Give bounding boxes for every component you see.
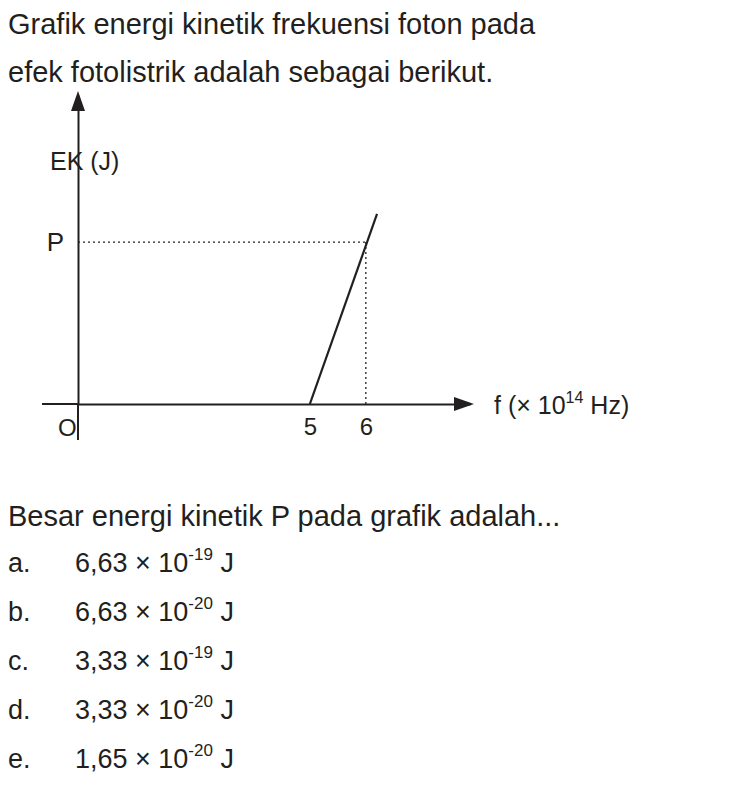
x-axis-extension bbox=[42, 403, 78, 405]
x-axis-title-unit: Hz) bbox=[583, 391, 629, 419]
data-line bbox=[310, 214, 377, 404]
option-value: 6,63 × 10 bbox=[75, 548, 188, 578]
page: Grafik energi kinetik frekuensi foton pa… bbox=[0, 0, 746, 796]
option-text: 1,65 × 10-20 J bbox=[75, 741, 234, 774]
option-unit: J bbox=[213, 744, 234, 774]
option-unit: J bbox=[213, 548, 234, 578]
option-text: 3,33 × 10-19 J bbox=[75, 643, 234, 676]
option-exponent: -19 bbox=[188, 545, 213, 564]
option-unit: J bbox=[213, 695, 234, 725]
plot-area bbox=[310, 214, 377, 404]
x-tick-label: 6 bbox=[360, 413, 373, 440]
prompt: Besar energi kinetik P pada grafik adala… bbox=[8, 500, 560, 532]
guide-vertical bbox=[365, 242, 366, 404]
x-tick: 6 bbox=[360, 404, 373, 440]
x-axis: 56 bbox=[79, 404, 471, 440]
option-letter: b. bbox=[8, 597, 31, 627]
guide-horizontal bbox=[78, 241, 366, 242]
y-arrow bbox=[71, 91, 85, 111]
intro-line: Grafik energi kinetik frekuensi foton pa… bbox=[8, 8, 536, 40]
option-letter: e. bbox=[8, 744, 31, 774]
option-text: 3,33 × 10-20 J bbox=[75, 692, 234, 725]
option-exponent: -20 bbox=[188, 741, 213, 760]
option-exponent: -20 bbox=[188, 692, 213, 711]
option-value: 3,33 × 10 bbox=[75, 695, 188, 725]
x-tick: 5 bbox=[304, 404, 317, 440]
option-letter: c. bbox=[8, 646, 29, 676]
option-unit: J bbox=[213, 597, 234, 627]
option-letter: a. bbox=[8, 548, 31, 578]
y-axis-title: EK (J) bbox=[50, 147, 119, 175]
y-tick: P bbox=[47, 227, 78, 257]
option-value: 3,33 × 10 bbox=[75, 646, 188, 676]
option-value: 1,65 × 10 bbox=[75, 744, 188, 774]
option-unit: J bbox=[213, 646, 234, 676]
option-value: 6,63 × 10 bbox=[75, 597, 188, 627]
x-arrow bbox=[454, 397, 474, 411]
x-axis-title-exponent: 14 bbox=[566, 389, 584, 406]
y-axis-line bbox=[78, 96, 80, 405]
x-axis-title-text: f (× 10 bbox=[494, 391, 566, 419]
y-tick-label: P bbox=[47, 227, 64, 257]
y-axis: P bbox=[47, 96, 79, 405]
origin-label: O bbox=[58, 414, 77, 441]
x-tick-label: 5 bbox=[304, 413, 317, 440]
option-exponent: -19 bbox=[188, 643, 213, 662]
y-axis-extension bbox=[77, 404, 79, 440]
chart: 56PEK (J)Of (× 1014 Hz) bbox=[42, 91, 629, 441]
option-text: 6,63 × 10-20 J bbox=[75, 594, 234, 627]
option-text: 6,63 × 10-19 J bbox=[75, 545, 234, 578]
intro-line: efek fotolistrik adalah sebagai berikut. bbox=[8, 56, 493, 88]
x-axis-line bbox=[79, 404, 471, 406]
x-axis-title: f (× 1014 Hz) bbox=[494, 389, 629, 419]
option-letter: d. bbox=[8, 695, 31, 725]
option-exponent: -20 bbox=[188, 594, 213, 613]
